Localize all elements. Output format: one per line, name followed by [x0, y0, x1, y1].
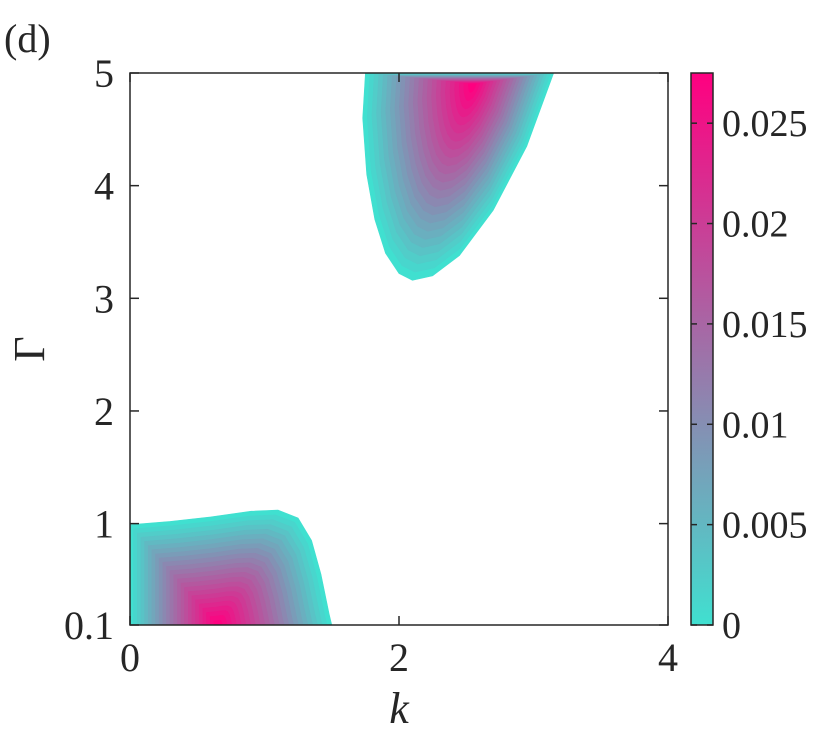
colorbar-ticks: 0 0.005 0.01 0.015 0.02 0.025 — [691, 103, 808, 647]
panel-label: (d) — [4, 16, 51, 61]
colorbar-tick-label: 0.015 — [722, 304, 808, 346]
y-tick-label: 4 — [94, 164, 114, 209]
colorbar-gradient — [691, 73, 713, 625]
heat-region-upper — [362, 73, 555, 281]
x-tick-label: 0 — [120, 635, 140, 680]
x-axis: 0 2 4 — [120, 73, 678, 680]
heat-region-lower-left — [130, 509, 333, 625]
y-tick-label: 2 — [94, 389, 114, 434]
plot-area: 0 2 4 0.1 1 2 3 4 5 — [64, 51, 678, 680]
y-tick-label: 0.1 — [64, 603, 114, 648]
colorbar: 0 0.005 0.01 0.015 0.02 0.025 — [690, 72, 808, 647]
colorbar-tick-label: 0.02 — [722, 204, 789, 246]
x-tick-label: 4 — [658, 635, 678, 680]
y-tick-label: 1 — [94, 502, 114, 547]
colorbar-tick-label: 0.025 — [722, 103, 808, 145]
colorbar-tick-label: 0.005 — [722, 505, 808, 547]
y-tick-label: 3 — [94, 276, 114, 321]
y-axis-label: Γ — [5, 336, 54, 361]
y-axis: 0.1 1 2 3 4 5 — [64, 51, 668, 648]
colorbar-tick-label: 0 — [722, 605, 741, 647]
y-tick-label: 5 — [94, 51, 114, 96]
colorbar-tick-label: 0.01 — [722, 404, 789, 446]
heat-band — [468, 83, 477, 93]
x-axis-label: k — [389, 684, 410, 733]
colorbar-frame — [690, 72, 714, 626]
heatmap-image — [130, 73, 555, 625]
x-tick-label: 2 — [389, 635, 409, 680]
